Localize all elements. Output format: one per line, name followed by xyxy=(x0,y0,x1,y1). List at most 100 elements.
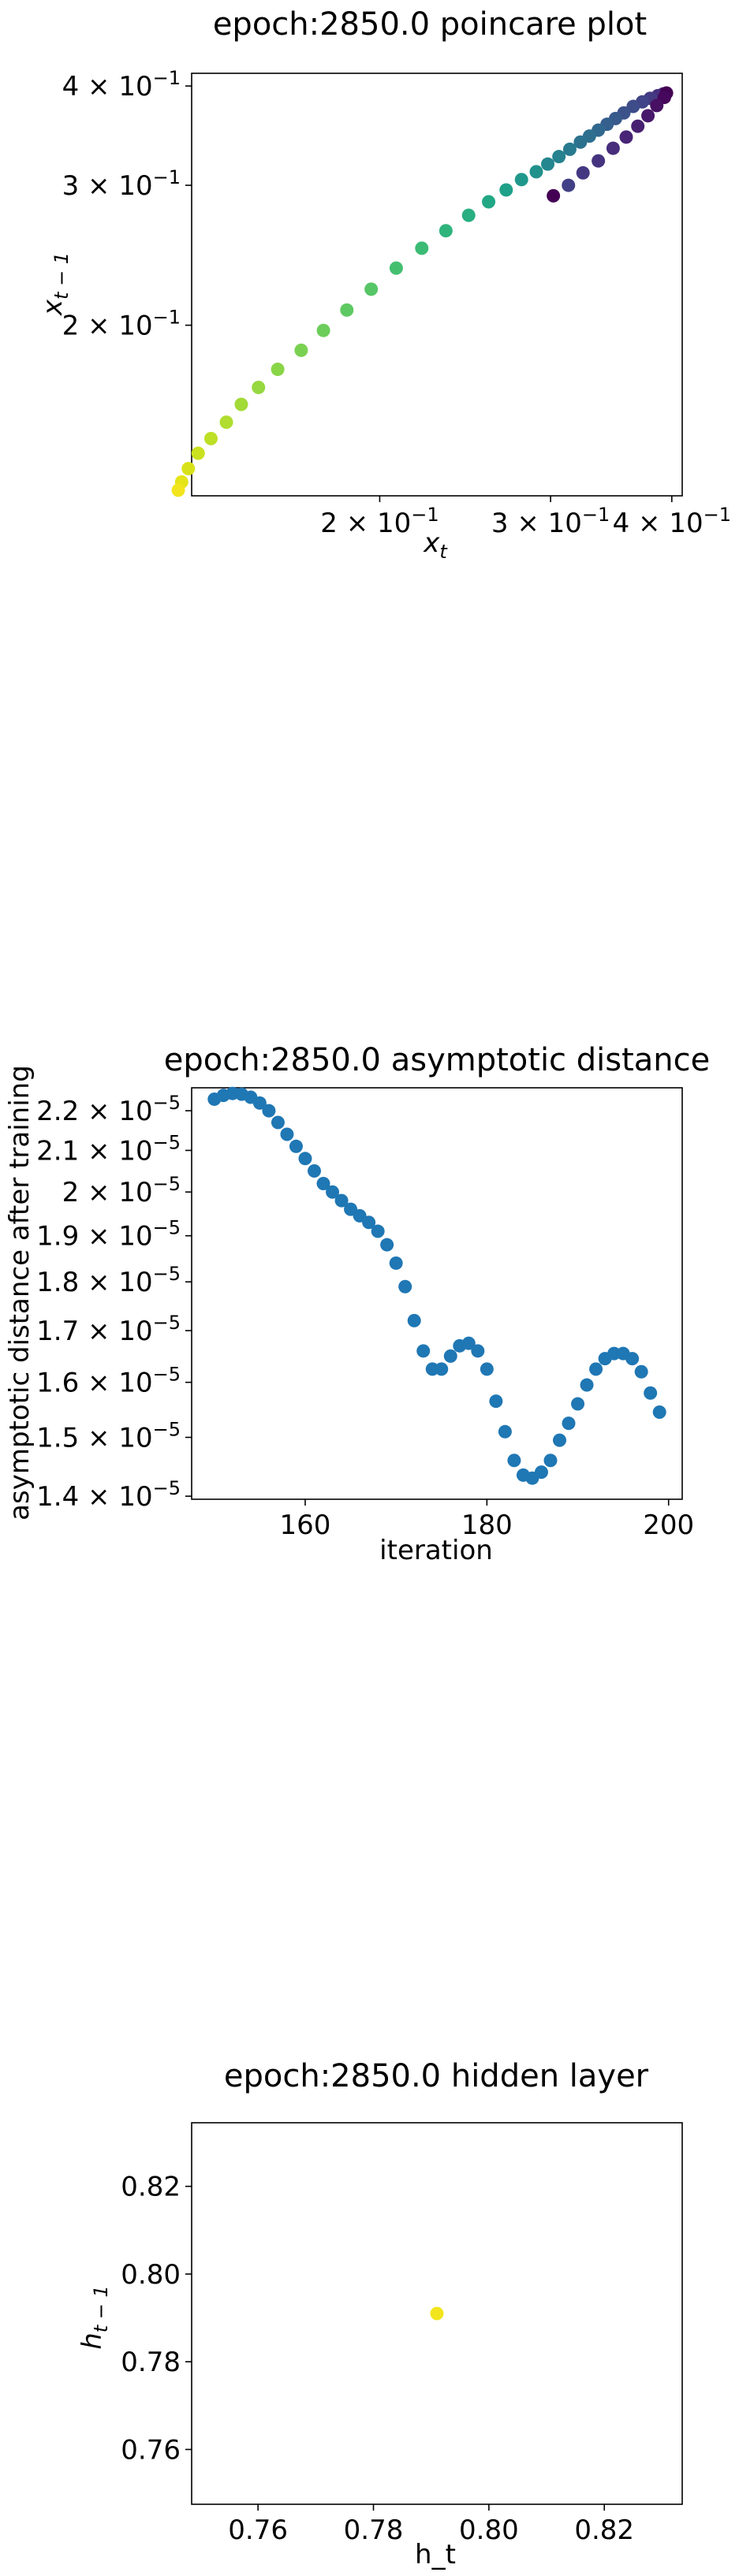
poincare-point xyxy=(316,323,330,337)
asymptotic-point xyxy=(580,1378,594,1392)
asymptotic-y-tick-label-mantissa: 1.6 × 10 xyxy=(36,1368,152,1399)
poincare-point xyxy=(219,415,233,430)
hidden-y-tick-label: 0.82 xyxy=(121,2172,181,2203)
asymptotic-point xyxy=(271,1115,285,1130)
asymptotic-point xyxy=(461,1336,476,1350)
asymptotic-y-tick-label: 2.2 × 10−5 xyxy=(36,1092,181,1127)
poincare-point xyxy=(252,381,266,395)
poincare-x-ticks: 2 × 10−1 3 × 10−1 4 × 10−1 xyxy=(320,496,731,539)
asymptotic-y-tick-label-exponent: −5 xyxy=(153,1263,181,1285)
poincare-x-tick-label-mantissa: 2 × 10 xyxy=(320,508,411,539)
poincare-y-tick-label-mantissa: 4 × 10 xyxy=(62,71,153,102)
asymptotic-point xyxy=(416,1344,431,1358)
asymptotic-title: epoch:2850.0 asymptotic distance xyxy=(164,1042,711,1078)
poincare-x-tick-label-exponent: −1 xyxy=(582,504,610,526)
asymptotic-y-tick-label-exponent: −5 xyxy=(153,1131,181,1153)
asymptotic-point xyxy=(298,1152,312,1166)
hidden-title: epoch:2850.0 hidden layer xyxy=(224,2058,649,2094)
asymptotic-y-tick-label: 1.6 × 10−5 xyxy=(36,1364,181,1399)
poincare-y-tick-label-exponent: −1 xyxy=(153,67,181,89)
poincare-point xyxy=(415,241,429,255)
poincare-x-tick-label-exponent: −1 xyxy=(411,504,439,526)
asymptotic-point xyxy=(644,1386,658,1400)
asymptotic-point xyxy=(252,1096,267,1110)
hidden-axes-frame xyxy=(191,2122,683,2505)
asymptotic-point xyxy=(362,1215,376,1230)
poincare-point xyxy=(626,99,640,114)
poincare-title: epoch:2850.0 poincare plot xyxy=(213,6,647,43)
asymptotic-point xyxy=(435,1362,449,1376)
asymptotic-point xyxy=(289,1139,303,1153)
poincare-point xyxy=(234,397,248,411)
asymptotic-y-tick-label-exponent: −5 xyxy=(153,1092,181,1114)
poincare-axes-frame xyxy=(191,73,683,497)
asymptotic-point xyxy=(534,1465,548,1480)
poincare-point xyxy=(340,303,354,317)
asymptotic-point xyxy=(480,1362,494,1376)
asymptotic-y-tick-label-mantissa: 2.1 × 10 xyxy=(36,1135,152,1167)
poincare-point xyxy=(529,165,543,179)
poincare-x-tick-label-mantissa: 4 × 10 xyxy=(613,508,704,539)
asymptotic-x-tick-label: 180 xyxy=(461,1509,513,1541)
hidden-y-tick-label: 0.76 xyxy=(121,2434,181,2466)
poincare-point xyxy=(552,150,566,164)
poincare-point xyxy=(514,173,528,187)
asymptotic-y-tick-label-exponent: −5 xyxy=(153,1312,181,1334)
asymptotic-y-tick-label-mantissa: 1.4 × 10 xyxy=(36,1481,152,1513)
hidden-points xyxy=(430,2306,444,2321)
poincare-point xyxy=(191,446,205,460)
hidden-x-tick-label: 0.82 xyxy=(574,2515,634,2546)
poincare-y-label-sub: t − 1 xyxy=(50,252,73,300)
poincare-chart: epoch:2850.0 poincare plot 2 × 10−1 3 × 1… xyxy=(37,6,731,563)
poincare-y-tick-label: 4 × 10−1 xyxy=(62,67,181,102)
poincare-point xyxy=(461,208,476,222)
asymptotic-point xyxy=(262,1104,276,1118)
poincare-y-axis-label: xt − 1 xyxy=(37,252,73,316)
hidden-y-label-var: h xyxy=(77,2332,108,2350)
asymptotic-y-tick-label: 2 × 10−5 xyxy=(62,1173,181,1208)
asymptotic-y-tick-label-exponent: −5 xyxy=(153,1477,181,1499)
asymptotic-points xyxy=(207,1086,666,1485)
hidden-x-tick-label: 0.76 xyxy=(228,2515,288,2546)
hidden-x-ticks: 0.76 0.78 0.80 0.82 xyxy=(228,2504,634,2546)
asymptotic-x-ticks: 160 180 200 xyxy=(280,1499,694,1541)
poincare-point xyxy=(606,141,620,155)
asymptotic-point xyxy=(571,1397,585,1411)
poincare-point xyxy=(499,183,513,197)
poincare-y-tick-label: 3 × 10−1 xyxy=(62,166,181,202)
poincare-point xyxy=(650,99,664,113)
asymptotic-point xyxy=(326,1185,340,1199)
asymptotic-axes-frame xyxy=(191,1087,683,1500)
poincare-point xyxy=(547,188,561,203)
poincare-point xyxy=(203,431,218,445)
poincare-x-label-sub: t xyxy=(439,541,448,563)
asymptotic-y-tick-label-mantissa: 2 × 10 xyxy=(62,1177,153,1208)
asymptotic-x-tick-label: 200 xyxy=(643,1509,694,1541)
asymptotic-point xyxy=(498,1424,512,1439)
poincare-x-tick-label: 4 × 10−1 xyxy=(613,504,731,539)
poincare-point xyxy=(294,343,308,357)
asymptotic-y-tick-label: 1.9 × 10−5 xyxy=(36,1217,181,1253)
asymptotic-point xyxy=(589,1362,603,1376)
poincare-point xyxy=(592,154,606,168)
asymptotic-y-tick-label-mantissa: 1.8 × 10 xyxy=(36,1267,152,1298)
asymptotic-point xyxy=(489,1394,503,1409)
asymptotic-point xyxy=(334,1193,349,1208)
asymptotic-x-axis-label: iteration xyxy=(379,1535,493,1566)
asymptotic-point xyxy=(389,1256,403,1270)
asymptotic-point xyxy=(443,1349,457,1363)
poincare-x-label-var: x xyxy=(423,527,440,559)
poincare-x-tick-label: 3 × 10−1 xyxy=(491,504,610,539)
hidden-chart: epoch:2850.0 hidden layer 0.76 0.78 0.80 0.… xyxy=(77,2058,683,2570)
asymptotic-point xyxy=(316,1176,330,1190)
asymptotic-y-tick-label: 2.1 × 10−5 xyxy=(36,1131,181,1167)
asymptotic-point xyxy=(652,1405,666,1420)
asymptotic-y-ticks: 1.4 × 10−51.5 × 10−51.6 × 10−51.7 × 10−5… xyxy=(36,1092,192,1513)
asymptotic-point xyxy=(407,1313,421,1327)
asymptotic-y-tick-label: 1.5 × 10−5 xyxy=(36,1418,181,1454)
hidden-y-label-sub: t − 1 xyxy=(90,2285,112,2332)
poincare-point xyxy=(541,157,555,171)
hidden-x-tick-label: 0.80 xyxy=(459,2515,519,2546)
asymptotic-point xyxy=(553,1433,566,1447)
